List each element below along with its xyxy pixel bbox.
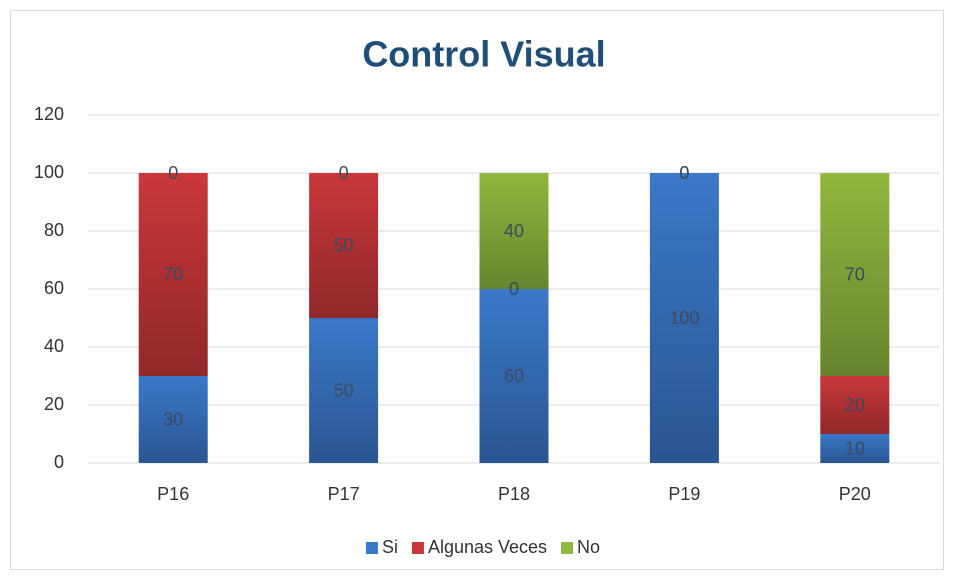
bar-segment	[309, 318, 379, 463]
data-label: 0	[339, 163, 349, 183]
y-tick-label: 100	[34, 162, 64, 182]
chart-title: Control Visual	[362, 34, 605, 75]
bar-segment	[309, 173, 379, 318]
x-tick-label: P20	[839, 484, 871, 504]
legend-swatch	[561, 542, 574, 554]
y-tick-label: 80	[44, 220, 64, 240]
data-label: 0	[168, 163, 178, 183]
data-label: 10	[845, 438, 865, 458]
bar-segment	[649, 173, 719, 463]
y-tick-label: 40	[44, 336, 64, 356]
bar-segment	[479, 173, 549, 289]
x-tick-label: P18	[498, 484, 530, 504]
data-label: 0	[509, 279, 519, 299]
y-tick-label: 0	[54, 452, 64, 472]
data-label: 0	[679, 163, 689, 183]
data-label: 50	[334, 235, 354, 255]
bar-segment	[479, 289, 549, 463]
bar-segment	[138, 173, 208, 376]
y-tick-label: 120	[34, 104, 64, 124]
legend-swatch	[365, 542, 378, 554]
bar-segment	[820, 376, 890, 434]
y-tick-label: 60	[44, 278, 64, 298]
bar-segment	[820, 434, 890, 463]
bar-segment	[138, 376, 208, 463]
legend-swatch	[411, 542, 424, 554]
data-label: 70	[163, 264, 183, 284]
data-label: 40	[504, 221, 524, 241]
data-label: 50	[334, 380, 354, 400]
data-label: 70	[845, 264, 865, 284]
data-label: 60	[504, 366, 524, 386]
data-label: 30	[163, 409, 183, 429]
legend-label: Algunas Veces	[428, 537, 547, 557]
x-tick-label: P19	[668, 484, 700, 504]
legend-label: No	[577, 537, 600, 557]
y-tick-label: 20	[44, 394, 64, 414]
data-label: 20	[845, 395, 865, 415]
bar-segment	[820, 173, 890, 376]
data-label: 0	[679, 163, 689, 183]
legend-label: Si	[382, 537, 398, 557]
data-label: 100	[669, 308, 699, 328]
x-tick-label: P16	[157, 484, 189, 504]
x-tick-label: P17	[328, 484, 360, 504]
